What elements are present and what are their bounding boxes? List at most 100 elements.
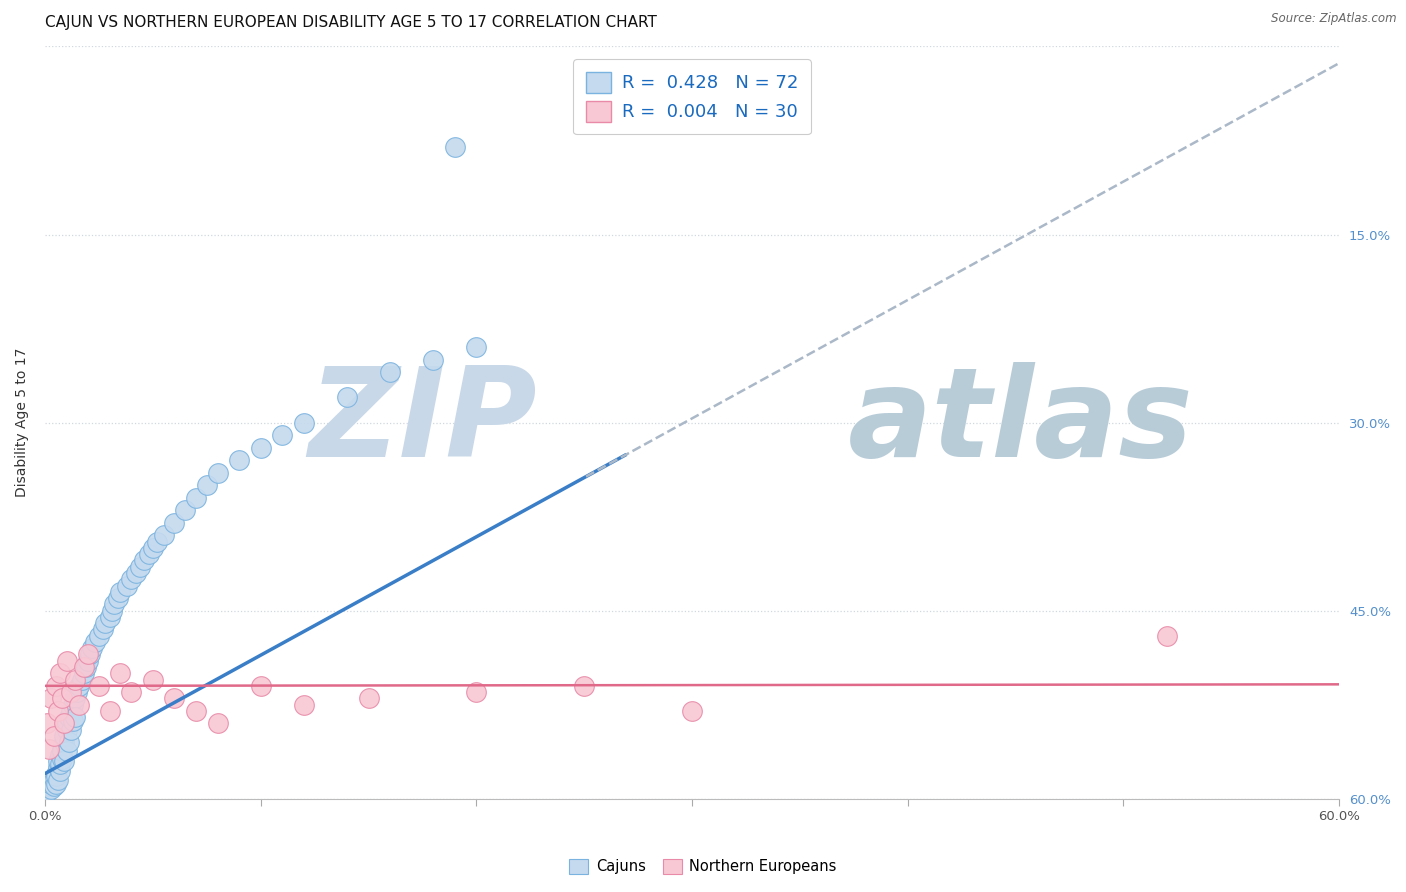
- Point: [49, 666, 72, 681]
- Point: [79, 648, 101, 662]
- Point: [41, 691, 63, 706]
- Point: [98, 610, 121, 624]
- Point: [82, 641, 104, 656]
- Point: [336, 391, 359, 405]
- Point: [41, 777, 63, 791]
- Point: [228, 453, 250, 467]
- Point: [42, 729, 65, 743]
- Point: [87, 679, 110, 693]
- Point: [59, 723, 82, 737]
- Point: [83, 635, 105, 649]
- Point: [46, 772, 69, 787]
- Point: [75, 660, 97, 674]
- Point: [207, 466, 229, 480]
- Point: [77, 654, 100, 668]
- Point: [249, 441, 271, 455]
- Point: [49, 747, 72, 762]
- Point: [87, 629, 110, 643]
- Point: [41, 781, 63, 796]
- Point: [94, 616, 117, 631]
- Point: [91, 623, 114, 637]
- Point: [58, 735, 80, 749]
- Legend: R =  0.428   N = 72, R =  0.004   N = 30: R = 0.428 N = 72, R = 0.004 N = 30: [574, 59, 811, 135]
- Point: [103, 598, 125, 612]
- Point: [49, 756, 72, 771]
- Legend: Cajuns, Northern Europeans: Cajuns, Northern Europeans: [564, 853, 842, 880]
- Point: [134, 553, 156, 567]
- Point: [51, 744, 73, 758]
- Point: [55, 723, 77, 737]
- Point: [73, 666, 96, 681]
- Point: [69, 679, 91, 693]
- Point: [142, 541, 165, 555]
- Point: [443, 140, 465, 154]
- Point: [37, 716, 59, 731]
- Point: [110, 666, 132, 681]
- Text: ZIP: ZIP: [308, 362, 537, 483]
- Point: [77, 648, 100, 662]
- Point: [163, 691, 186, 706]
- Point: [207, 716, 229, 731]
- Point: [292, 698, 315, 712]
- Point: [681, 704, 703, 718]
- Point: [110, 584, 132, 599]
- Point: [249, 679, 271, 693]
- Point: [38, 741, 60, 756]
- Point: [42, 779, 65, 793]
- Point: [142, 673, 165, 687]
- Point: [107, 591, 129, 605]
- Point: [51, 741, 73, 756]
- Point: [46, 704, 69, 718]
- Point: [55, 716, 77, 731]
- Point: [152, 528, 174, 542]
- Point: [58, 710, 80, 724]
- Point: [128, 559, 150, 574]
- Point: [66, 685, 89, 699]
- Point: [53, 729, 76, 743]
- Point: [45, 679, 67, 693]
- Point: [69, 698, 91, 712]
- Text: CAJUN VS NORTHERN EUROPEAN DISABILITY AGE 5 TO 17 CORRELATION CHART: CAJUN VS NORTHERN EUROPEAN DISABILITY AG…: [45, 15, 657, 30]
- Y-axis label: Disability Age 5 to 17: Disability Age 5 to 17: [15, 348, 30, 497]
- Point: [70, 673, 93, 687]
- Point: [378, 366, 401, 380]
- Point: [63, 691, 86, 706]
- Point: [1156, 629, 1178, 643]
- Text: Source: ZipAtlas.com: Source: ZipAtlas.com: [1271, 12, 1396, 25]
- Text: atlas: atlas: [848, 362, 1194, 483]
- Point: [38, 779, 60, 793]
- Point: [53, 716, 76, 731]
- Point: [465, 685, 488, 699]
- Point: [98, 704, 121, 718]
- Point: [62, 714, 84, 728]
- Point: [101, 604, 124, 618]
- Point: [55, 654, 77, 668]
- Point: [422, 352, 444, 367]
- Point: [163, 516, 186, 530]
- Point: [59, 704, 82, 718]
- Point: [37, 785, 59, 799]
- Point: [63, 673, 86, 687]
- Point: [271, 428, 294, 442]
- Point: [184, 491, 207, 505]
- Point: [55, 744, 77, 758]
- Point: [574, 679, 596, 693]
- Point: [124, 566, 146, 580]
- Point: [42, 772, 65, 787]
- Point: [357, 691, 380, 706]
- Point: [53, 754, 76, 768]
- Point: [45, 777, 67, 791]
- Point: [63, 710, 86, 724]
- Point: [120, 572, 142, 586]
- Point: [46, 754, 69, 768]
- Point: [195, 478, 218, 492]
- Point: [45, 769, 67, 783]
- Point: [51, 691, 73, 706]
- Point: [49, 764, 72, 778]
- Point: [62, 698, 84, 712]
- Point: [45, 766, 67, 780]
- Point: [115, 578, 138, 592]
- Point: [146, 534, 169, 549]
- Point: [138, 547, 160, 561]
- Point: [51, 751, 73, 765]
